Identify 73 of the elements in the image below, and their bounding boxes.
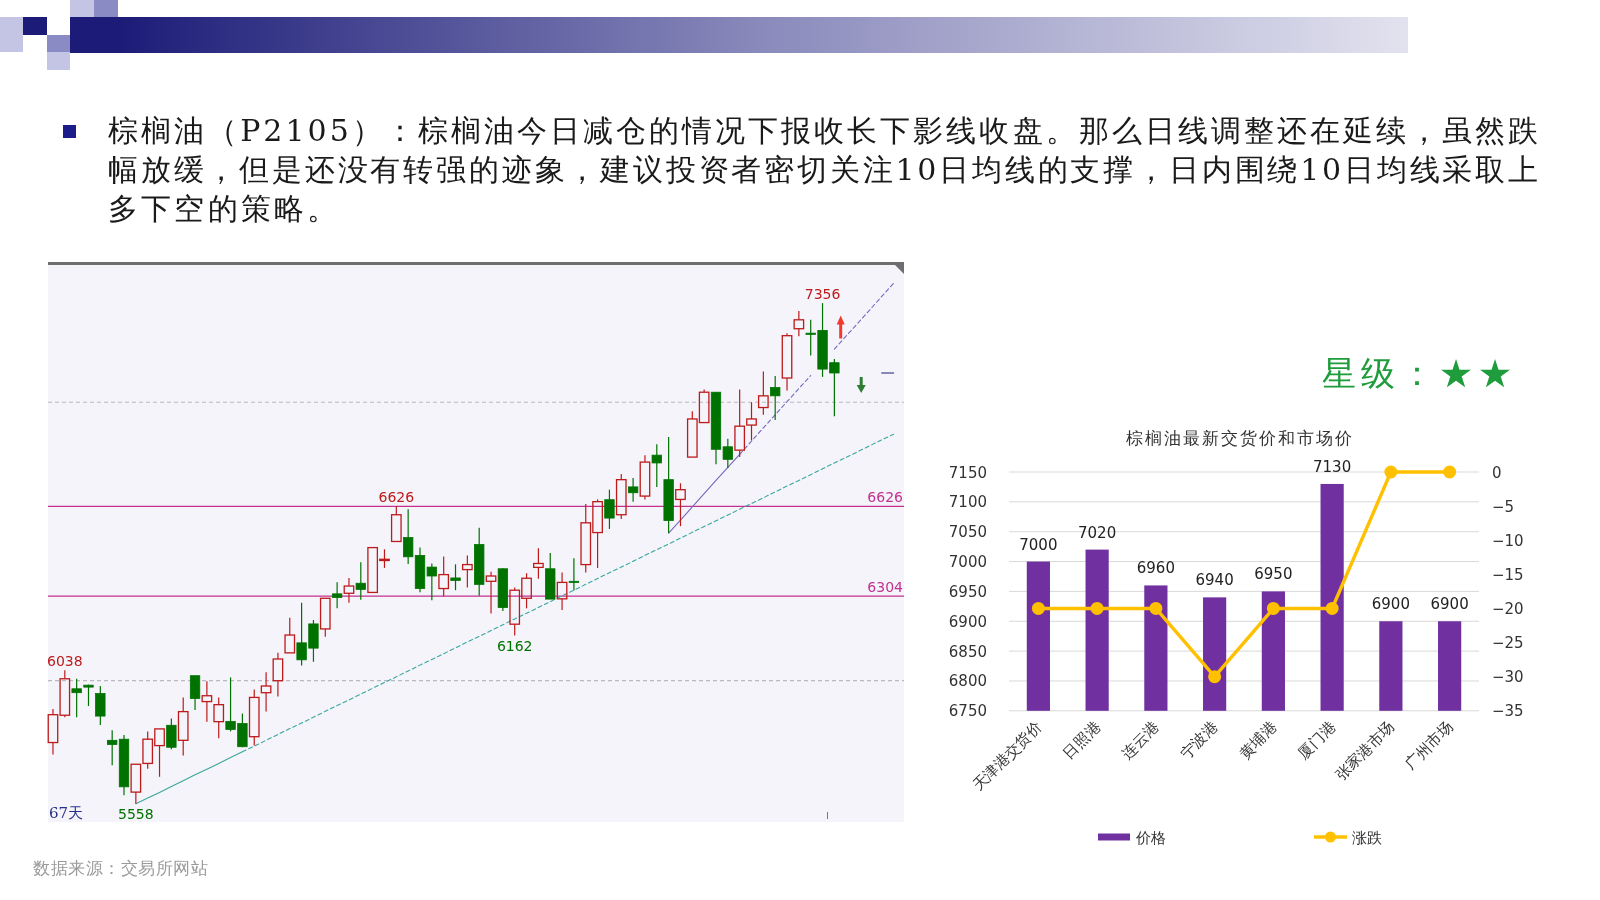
data-label: 6900 [1371,595,1410,614]
y-tick-label: 6900 [948,612,987,631]
annotation: 6162 [496,637,533,654]
point [1208,670,1222,684]
candlestick [355,561,366,601]
point [1149,601,1163,615]
legend-label: 价格 [1135,828,1166,847]
candlestick [568,557,580,591]
candlestick [651,443,662,488]
candlestick [781,332,793,392]
candlestick [343,577,355,604]
candlestick [201,680,213,723]
point [1325,601,1339,615]
candlestick [71,678,82,718]
candlestick [260,671,272,713]
y2-tick-label: −30 [1492,668,1524,687]
y2-tick-label: −35 [1492,702,1524,721]
x-tick-label: 宁波港 [1176,717,1222,763]
y2-tick-label: −20 [1492,599,1524,618]
candlestick [166,717,177,750]
point [1266,601,1280,615]
x-tick-label: 黄埔港 [1235,717,1281,763]
y2-tick-label: −15 [1492,565,1524,584]
data-label: 6950 [1254,565,1293,584]
candlestick [639,454,651,501]
text: 67天 [49,804,84,822]
data-label: 6900 [1430,595,1469,614]
data-label: 7020 [1078,523,1117,542]
y-tick-label: 7000 [948,553,987,572]
x-tick-label: 连云港 [1118,717,1163,763]
x-tick-label: 广州市场 [1401,717,1457,774]
y-tick-label: 7050 [948,523,987,542]
point [1031,601,1045,615]
y-tick-label: 6850 [948,642,987,661]
candlestick [189,675,201,711]
candlestick [556,571,568,611]
y2-tick-label: −25 [1492,634,1524,653]
y2-tick-label: 0 [1492,463,1502,482]
point [1384,465,1398,479]
text: 星级：★★ [1322,353,1517,393]
y-tick-label: 7150 [948,463,987,482]
point [1090,601,1104,615]
annotation: 6038 [46,653,83,670]
y-tick-label: 6950 [948,582,987,601]
candlestick [331,581,343,609]
legend-label: 涨跌 [1352,828,1382,847]
candlestick [95,685,106,726]
x-tick-label: 日照港 [1059,717,1104,763]
text: 棕榈油（P2105）：棕榈油今日减仓的情况下报收长下影线收盘。那么日线调整还在延续，虽然跌幅放缓，但是还没有转强的迹象，建议投资者密切关注10日均线的支撑，日内围绕10日均线采取上多下空的策略。 [108,113,1538,226]
point [1443,465,1457,479]
chart-title: 棕榈油最新交货价和市场价 [1126,428,1354,448]
candlestick [627,477,639,503]
annotation: 5558 [118,805,154,822]
candlestick [272,652,284,698]
x-tick-label: 厦门港 [1294,717,1339,763]
data-label: 7130 [1313,457,1352,476]
ref-line-label: 6304 [867,579,904,596]
y2-tick-label: −10 [1492,531,1524,550]
candlestick [604,489,615,530]
y-tick-label: 6800 [948,672,987,691]
data-label: 6960 [1136,559,1175,578]
data-label: 7000 [1019,535,1058,554]
ref-line-label: 6626 [867,489,904,506]
candlestick [450,563,461,591]
candlestick [770,375,781,421]
source-note: 数据来源：交易所网站 [33,858,208,878]
candlestick [793,310,805,337]
data-label: 6940 [1195,571,1234,590]
annotation: 6626 [378,489,415,506]
y-tick-label: 7100 [948,493,987,512]
candlestick [485,571,497,615]
y2-tick-label: −5 [1492,497,1515,516]
annotation: 7356 [804,286,841,303]
